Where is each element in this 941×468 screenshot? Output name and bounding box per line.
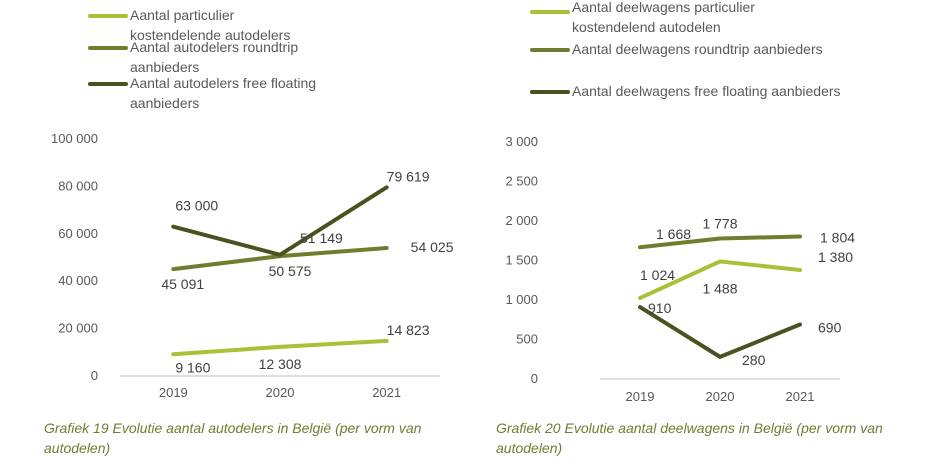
- data-label: 9 160: [175, 359, 210, 375]
- x-tick-label: 2020: [706, 389, 735, 404]
- y-tick-label: 2 000: [505, 213, 538, 228]
- series-line: [638, 234, 802, 250]
- data-label: 45 091: [161, 276, 204, 292]
- legend-label: aanbieders: [130, 95, 199, 111]
- series-line: [638, 305, 802, 359]
- legend-label: aanbieders: [130, 59, 199, 75]
- y-tick-label: 100 000: [51, 131, 98, 146]
- chart-autodelers-plot: 100 000 80 000 60 000 40 000 20 000 0 2019 2020…: [51, 7, 454, 400]
- chart-deelwagens-plot: 3 000 2 500 2 000 1 500 1 000 500 0 2019 2020 202…: [505, 0, 855, 404]
- series-line: [171, 185, 389, 257]
- legend-label: Aantal autodelers free floating: [130, 75, 316, 91]
- chart-autodelers: 100 000 80 000 60 000 40 000 20 000 0 2019 2020…: [0, 0, 470, 468]
- y-tick-label: 60 000: [58, 226, 98, 241]
- data-label: 280: [742, 352, 766, 368]
- y-tick-label: 20 000: [58, 321, 98, 336]
- y-tick-label: 1 000: [505, 292, 538, 307]
- data-label: 1 380: [818, 249, 853, 265]
- y-tick-label: 2 500: [505, 174, 538, 189]
- x-tick-label: 2019: [159, 385, 188, 400]
- data-label: 12 308: [259, 356, 302, 372]
- series-line: [171, 338, 389, 357]
- data-label: 79 619: [387, 168, 430, 184]
- y-tick-label: 3 000: [505, 134, 538, 149]
- legend-label: kostendelend autodelen: [572, 19, 721, 35]
- chart-deelwagens: 3 000 2 500 2 000 1 500 1 000 500 0 2019 2020 202…: [470, 0, 941, 468]
- y-tick-label: 0: [531, 371, 538, 386]
- y-tick-label: 80 000: [58, 178, 98, 193]
- x-tick-label: 2019: [626, 389, 655, 404]
- legend-label: Aantal deelwagens particulier: [572, 0, 755, 15]
- series-line: [638, 259, 802, 301]
- x-tick-label: 2020: [266, 385, 295, 400]
- data-label: 690: [818, 319, 842, 335]
- data-label: 1 488: [702, 280, 737, 296]
- x-tick-label: 2021: [786, 389, 815, 404]
- data-label: 1 778: [702, 216, 737, 232]
- data-label: 63 000: [175, 198, 218, 214]
- data-label: 1 024: [640, 267, 675, 283]
- y-tick-label: 1 500: [505, 253, 538, 268]
- data-label: 1 668: [656, 226, 691, 242]
- chart-caption: Grafiek 20 Evolutie aantal deelwagens in…: [496, 420, 883, 456]
- data-label: 54 025: [411, 239, 454, 255]
- data-label: 1 804: [820, 229, 855, 245]
- legend-label: Aantal particulier: [130, 7, 235, 23]
- legend-label: kostendelende autodelers: [130, 27, 290, 43]
- data-label: 50 575: [269, 263, 312, 279]
- data-label: 14 823: [387, 322, 430, 338]
- legend-label: Aantal deelwagens free floating aanbiede…: [572, 83, 841, 99]
- data-label: 910: [648, 300, 672, 316]
- legend-label: Aantal autodelers roundtrip: [130, 39, 298, 55]
- x-tick-label: 2021: [372, 385, 401, 400]
- y-tick-label: 500: [516, 332, 538, 347]
- y-tick-label: 0: [91, 368, 98, 383]
- data-label: 51 149: [300, 230, 343, 246]
- chart-caption: Grafiek 19 Evolutie aantal autodelers in…: [44, 420, 422, 456]
- y-tick-label: 40 000: [58, 273, 98, 288]
- legend-label: Aantal deelwagens roundtrip aanbieders: [572, 41, 823, 57]
